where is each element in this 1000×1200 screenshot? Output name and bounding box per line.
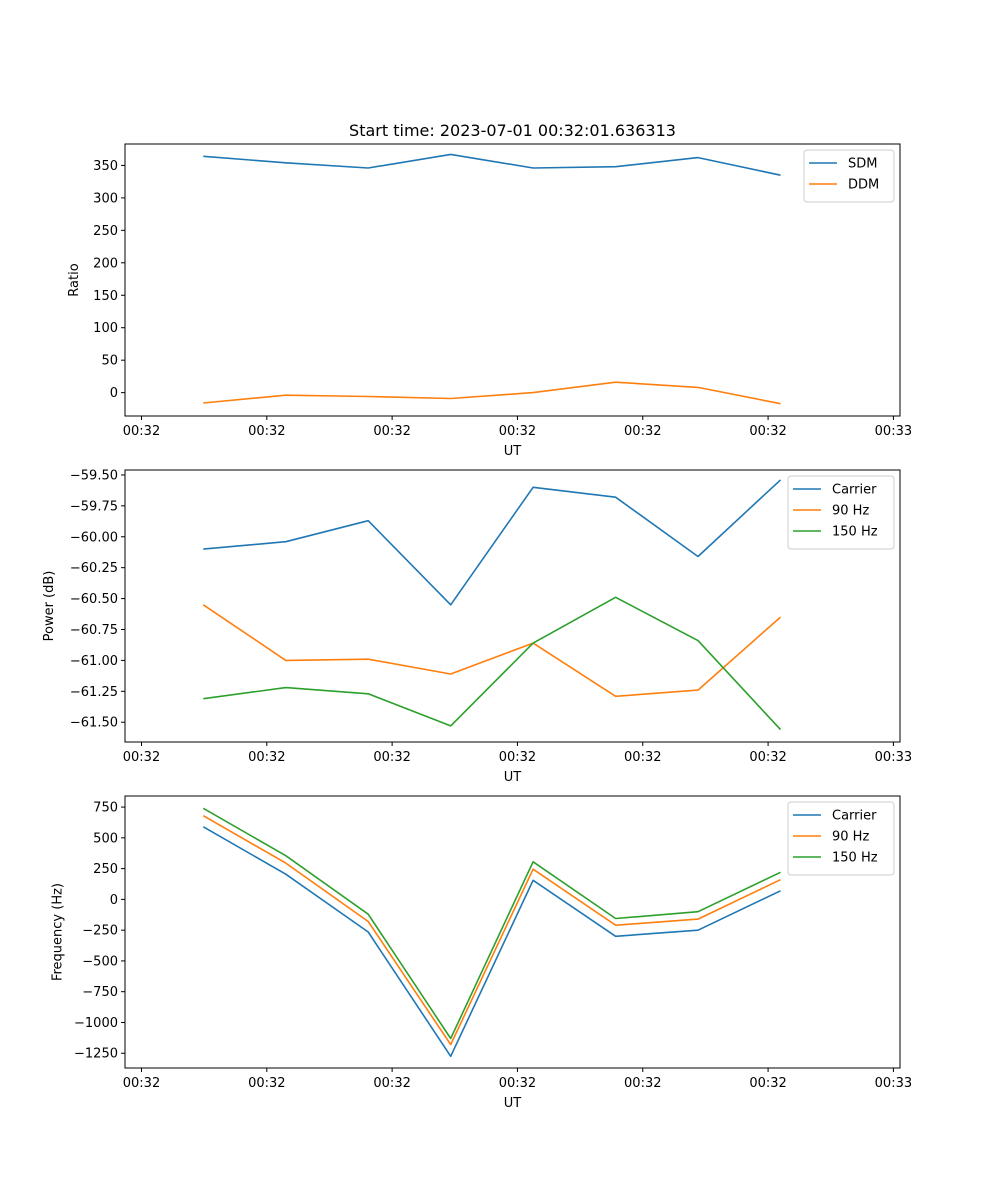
y-tick-label: −59.50 [70,468,118,483]
y-tick-label: −750 [82,985,118,1000]
x-tick-label: 00:32 [123,1076,160,1091]
x-axis-label: UT [504,444,522,459]
plot-frame [124,469,901,743]
chart-title: Start time: 2023-07-01 00:32:01.636313 [349,121,676,140]
y-tick-label: −60.75 [70,623,118,638]
series-line-carrier [203,479,782,606]
y-tick-label: 750 [93,801,118,816]
x-tick-label: 00:32 [749,424,786,439]
y-tick-label: −59.75 [70,499,118,514]
x-tick-label: 00:32 [123,750,160,765]
series-line-carrier [202,826,781,1058]
y-tick-label: 50 [101,354,118,369]
y-tick-label: −1000 [74,1016,118,1031]
series-line-90-hz [202,604,782,698]
y-tick-label: −250 [82,924,118,939]
y-tick-label: 150 [93,289,118,304]
x-tick-label: 00:33 [875,424,912,439]
legend: SDM DDM [803,149,895,203]
x-axis-label: UT [504,1096,522,1111]
x-tick-label: 00:32 [499,750,536,765]
x-tick-label: 00:32 [749,750,786,765]
y-axis-label: Power (dB) [42,571,57,642]
legend-label: 90 Hz [832,830,869,845]
legend: Carrier 90 Hz 150 Hz [787,801,895,876]
x-tick-label: 00:32 [624,750,661,765]
y-tick-label: −61.00 [70,654,118,669]
panel-3: 00:32 00:32 00:32 00:32 00:32 00:32 00:33 −1250… [51,795,912,1111]
x-tick-label: 00:32 [624,424,661,439]
y-tick-label: −60.00 [70,530,118,545]
x-tick-label: 00:32 [373,1076,410,1091]
y-tick-label: −500 [82,954,118,969]
series-line-ddm [203,381,781,405]
y-tick-label: 300 [93,191,118,206]
y-tick-label: 0 [110,893,118,908]
y-tick-label: −1250 [74,1047,118,1062]
y-tick-label: −60.25 [70,561,118,576]
y-tick-label: 250 [93,224,118,239]
legend-label: Carrier [832,483,877,498]
legend-label: Carrier [832,809,877,824]
legend-label: 150 Hz [832,525,878,540]
y-tick-label: 0 [110,386,118,401]
x-tick-label: 00:32 [248,1076,285,1091]
plot-frame [124,795,901,1069]
plot-frame [124,143,901,417]
y-tick-label: −61.25 [70,685,118,700]
x-tick-label: 00:32 [248,750,285,765]
series-line-90-hz [202,815,781,1046]
panel-1: 00:32 00:32 00:32 00:32 00:32 00:32 00:33 0 50 10… [67,121,912,459]
y-tick-label: −61.50 [70,716,118,731]
legend-label: SDM [848,157,877,172]
x-tick-label: 00:32 [499,1076,536,1091]
x-tick-label: 00:33 [875,1076,912,1091]
x-tick-label: 00:32 [373,750,410,765]
legend: Carrier 90 Hz 150 Hz [787,475,895,550]
panel-2: 00:32 00:32 00:32 00:32 00:32 00:32 00:33 −61.5… [42,468,912,785]
x-axis-label: UT [504,770,522,785]
x-tick-label: 00:32 [373,424,410,439]
series-line-150-hz [203,596,782,731]
series-line-150-hz [202,807,781,1040]
legend-label: DDM [848,178,879,193]
y-tick-label: 200 [93,256,118,271]
series-line-sdm [203,153,781,176]
y-tick-label: 100 [93,321,118,336]
x-tick-label: 00:32 [749,1076,786,1091]
y-axis-label: Ratio [67,263,82,296]
x-tick-label: 00:32 [499,424,536,439]
y-axis-label: Frequency (Hz) [51,883,66,981]
y-tick-label: 500 [93,831,118,846]
y-tick-label: 250 [93,862,118,877]
x-tick-label: 00:33 [875,750,912,765]
x-tick-label: 00:32 [123,424,160,439]
y-tick-label: −60.50 [70,592,118,607]
legend-label: 150 Hz [832,851,878,866]
legend-label: 90 Hz [832,504,869,519]
x-tick-label: 00:32 [624,1076,661,1091]
y-tick-label: 350 [93,159,118,174]
x-tick-label: 00:32 [248,424,285,439]
